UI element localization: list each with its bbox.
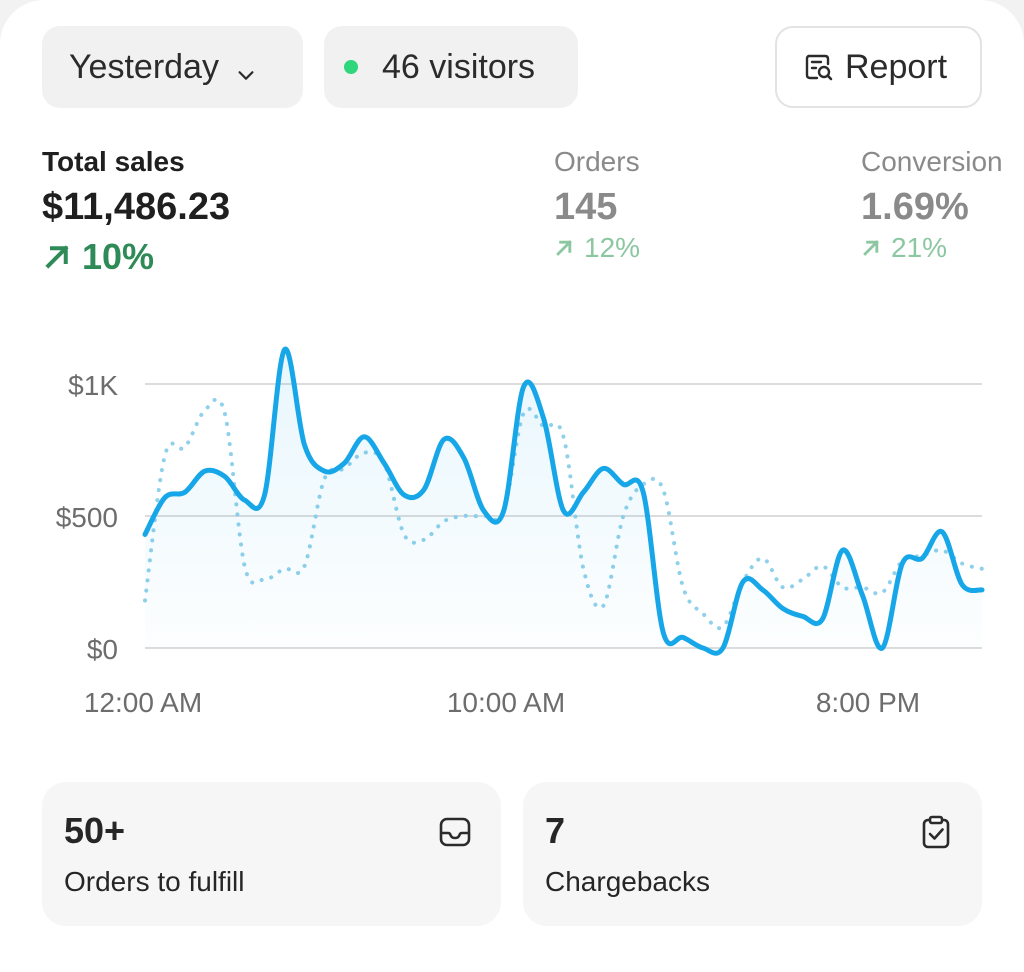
tile-value: 7 [545, 810, 566, 851]
metric-delta: 12% [554, 232, 640, 264]
y-tick-label: $0 [87, 634, 118, 665]
inbox-icon [437, 814, 473, 850]
metric-delta-value: 21% [891, 232, 948, 263]
tile-caption: Orders to fulfill [64, 866, 245, 897]
y-tick-label: $500 [56, 502, 118, 533]
tile-value: 50+ [64, 810, 126, 851]
metric-value: 145 [554, 186, 618, 228]
report-button[interactable]: Report [775, 26, 982, 108]
metric-total-sales[interactable]: Total sales $11,486.23 10% [42, 144, 230, 278]
metric-delta-value: 10% [82, 236, 155, 277]
y-tick-label: $1K [68, 370, 118, 401]
date-range-dropdown[interactable]: Yesterday [42, 26, 303, 108]
live-status-dot [344, 60, 358, 74]
metric-value: 1.69% [861, 186, 969, 228]
visitors-pill[interactable]: 46 visitors [324, 26, 578, 108]
report-search-icon [803, 51, 835, 83]
date-range-label: Yesterday [69, 47, 219, 86]
metric-value: $11,486.23 [42, 186, 231, 228]
visitors-label: 46 visitors [382, 47, 536, 86]
x-tick-label: 10:00 AM [447, 687, 565, 718]
metric-delta: 21% [861, 232, 1003, 264]
series-area [145, 349, 982, 654]
arrow-up-right-icon [556, 240, 572, 256]
metric-label: Orders [554, 146, 640, 177]
x-tick-label: 12:00 AM [84, 687, 202, 718]
series-line-current [142, 347, 985, 656]
orders-to-fulfill-tile[interactable]: 50+ Orders to fulfill [42, 782, 501, 926]
sales-chart[interactable]: $1K $500 $0 12:00 AM 10:00 AM 8:00 PM [0, 330, 1024, 730]
metric-orders[interactable]: Orders 145 12% [554, 144, 640, 264]
tile-caption: Chargebacks [545, 866, 710, 897]
arrow-up-right-icon [863, 240, 879, 256]
arrow-up-right-icon [45, 245, 69, 269]
x-tick-label: 8:00 PM [816, 687, 920, 718]
chargebacks-tile[interactable]: 7 Chargebacks [523, 782, 982, 926]
metric-delta-value: 12% [584, 232, 641, 263]
metric-label: Conversion [861, 146, 1003, 177]
metric-label: Total sales [42, 146, 185, 177]
chevron-down-icon [235, 56, 257, 80]
metric-conversion[interactable]: Conversion 1.69% 21% [861, 144, 1003, 264]
report-label: Report [845, 47, 948, 86]
metric-delta: 10% [42, 236, 230, 278]
clipboard-check-icon [918, 814, 954, 850]
